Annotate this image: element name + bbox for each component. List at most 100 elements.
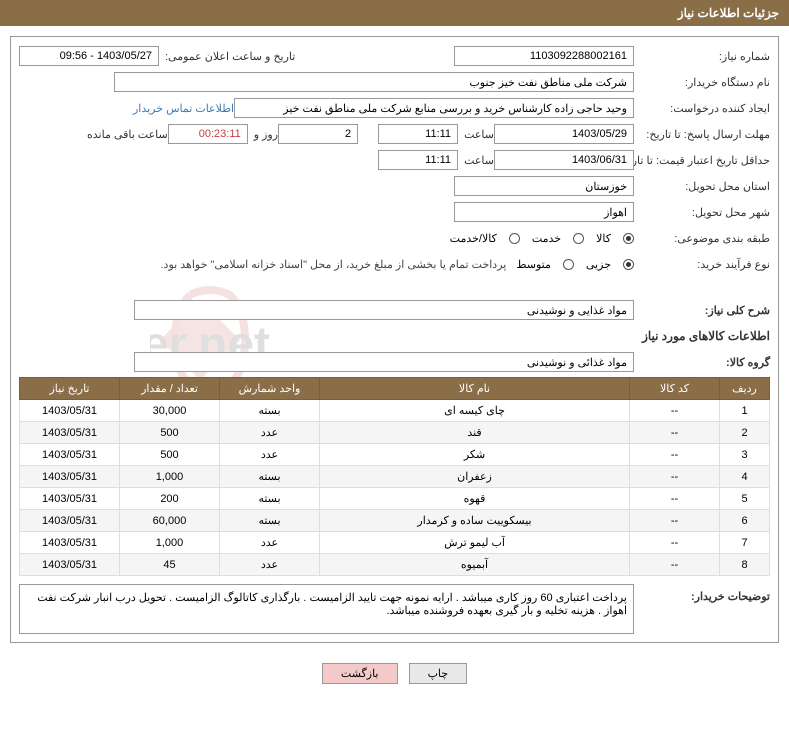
cell-n: 4	[720, 466, 770, 488]
cell-name: آب لیمو ترش	[320, 532, 630, 554]
radio-goods-service[interactable]	[509, 233, 520, 244]
radio-small[interactable]	[623, 259, 634, 270]
cell-unit: عدد	[220, 532, 320, 554]
province-field: خوزستان	[454, 176, 634, 196]
table-row: 4--زعفرانبسته1,0001403/05/31	[20, 466, 770, 488]
cell-qty: 45	[120, 554, 220, 576]
contact-link[interactable]: اطلاعات تماس خریدار	[133, 102, 234, 115]
cell-date: 1403/05/31	[20, 532, 120, 554]
province-label: استان محل تحویل:	[640, 180, 770, 193]
table-row: 5--قهوهبسته2001403/05/31	[20, 488, 770, 510]
summary-field: مواد غذایی و نوشیدنی	[134, 300, 634, 320]
cell-n: 1	[720, 400, 770, 422]
days-label: روز و	[254, 128, 278, 141]
th-row: ردیف	[720, 378, 770, 400]
th-date: تاریخ نیاز	[20, 378, 120, 400]
radio-service-label: خدمت	[532, 232, 561, 245]
cell-date: 1403/05/31	[20, 466, 120, 488]
page-header: جزئیات اطلاعات نیاز	[0, 0, 789, 26]
time-label-2: ساعت	[464, 154, 494, 167]
price-validity-label: حداقل تاریخ اعتبار قیمت: تا تاریخ:	[640, 154, 770, 167]
content-panel: شماره نیاز: 1103092288002161 تاریخ و ساع…	[10, 36, 779, 643]
cell-date: 1403/05/31	[20, 422, 120, 444]
goods-info-title: اطلاعات کالاهای مورد نیاز	[19, 329, 770, 343]
category-label: طبقه بندی موضوعی:	[640, 232, 770, 245]
cell-unit: بسته	[220, 510, 320, 532]
goods-group-label: گروه کالا:	[640, 356, 770, 369]
cell-code: --	[630, 422, 720, 444]
cell-code: --	[630, 510, 720, 532]
cell-qty: 1,000	[120, 466, 220, 488]
th-name: نام کالا	[320, 378, 630, 400]
cell-qty: 30,000	[120, 400, 220, 422]
cell-unit: عدد	[220, 554, 320, 576]
buyer-notes-field: پرداخت اعتباری 60 روز کاری میباشد . ارای…	[19, 584, 634, 634]
need-number-label: شماره نیاز:	[640, 50, 770, 63]
price-validity-time-field: 11:11	[378, 150, 458, 170]
cell-qty: 200	[120, 488, 220, 510]
cell-date: 1403/05/31	[20, 554, 120, 576]
cell-code: --	[630, 488, 720, 510]
goods-table: ردیف کد کالا نام کالا واحد شمارش تعداد /…	[19, 377, 770, 576]
page-title: جزئیات اطلاعات نیاز	[678, 6, 779, 20]
cell-unit: بسته	[220, 400, 320, 422]
need-number-field: 1103092288002161	[454, 46, 634, 66]
time-label-1: ساعت	[464, 128, 494, 141]
summary-label: شرح کلی نیاز:	[640, 304, 770, 317]
cell-unit: بسته	[220, 466, 320, 488]
cell-name: شکر	[320, 444, 630, 466]
cell-name: زعفران	[320, 466, 630, 488]
purchase-type-label: نوع فرآیند خرید:	[640, 258, 770, 271]
cell-qty: 500	[120, 422, 220, 444]
table-row: 8--آبمیوهعدد451403/05/31	[20, 554, 770, 576]
cell-code: --	[630, 444, 720, 466]
cell-date: 1403/05/31	[20, 400, 120, 422]
city-field: اهواز	[454, 202, 634, 222]
cell-name: قهوه	[320, 488, 630, 510]
cell-code: --	[630, 400, 720, 422]
goods-group-field: مواد غذائی و نوشیدنی	[134, 352, 634, 372]
time-remaining-field: 00:23:11	[168, 124, 248, 144]
cell-name: آبمیوه	[320, 554, 630, 576]
cell-n: 8	[720, 554, 770, 576]
th-unit: واحد شمارش	[220, 378, 320, 400]
radio-small-label: جزیی	[586, 258, 611, 271]
cell-qty: 500	[120, 444, 220, 466]
city-label: شهر محل تحویل:	[640, 206, 770, 219]
cell-code: --	[630, 554, 720, 576]
remaining-label: ساعت باقی مانده	[87, 128, 168, 141]
cell-unit: بسته	[220, 488, 320, 510]
radio-medium-label: متوسط	[516, 258, 551, 271]
cell-n: 2	[720, 422, 770, 444]
cell-unit: عدد	[220, 422, 320, 444]
cell-code: --	[630, 466, 720, 488]
payment-note: پرداخت تمام یا بخشی از مبلغ خرید، از محل…	[161, 258, 507, 271]
print-button[interactable]: چاپ	[409, 663, 468, 684]
cell-n: 6	[720, 510, 770, 532]
cell-code: --	[630, 532, 720, 554]
requester-label: ایجاد کننده درخواست:	[640, 102, 770, 115]
th-qty: تعداد / مقدار	[120, 378, 220, 400]
category-radio-group: کالا خدمت کالا/خدمت	[450, 232, 634, 245]
radio-goods[interactable]	[623, 233, 634, 244]
radio-goods-service-label: کالا/خدمت	[450, 232, 497, 245]
radio-medium[interactable]	[563, 259, 574, 270]
table-row: 1--چای کیسه ایبسته30,0001403/05/31	[20, 400, 770, 422]
cell-unit: عدد	[220, 444, 320, 466]
deadline-label: مهلت ارسال پاسخ: تا تاریخ:	[640, 128, 770, 141]
cell-date: 1403/05/31	[20, 510, 120, 532]
buyer-notes-label: توضیحات خریدار:	[640, 584, 770, 634]
button-row: چاپ بازگشت	[0, 653, 789, 694]
radio-goods-label: کالا	[596, 232, 611, 245]
radio-service[interactable]	[573, 233, 584, 244]
announce-datetime-label: تاریخ و ساعت اعلان عمومی:	[165, 50, 295, 63]
back-button[interactable]: بازگشت	[322, 663, 398, 684]
requester-field: وحید حاجی زاده کارشناس خرید و بررسی مناب…	[234, 98, 634, 118]
deadline-time-field: 11:11	[378, 124, 458, 144]
table-row: 2--قندعدد5001403/05/31	[20, 422, 770, 444]
cell-n: 5	[720, 488, 770, 510]
cell-n: 3	[720, 444, 770, 466]
th-code: کد کالا	[630, 378, 720, 400]
buyer-org-label: نام دستگاه خریدار:	[640, 76, 770, 89]
cell-name: چای کیسه ای	[320, 400, 630, 422]
